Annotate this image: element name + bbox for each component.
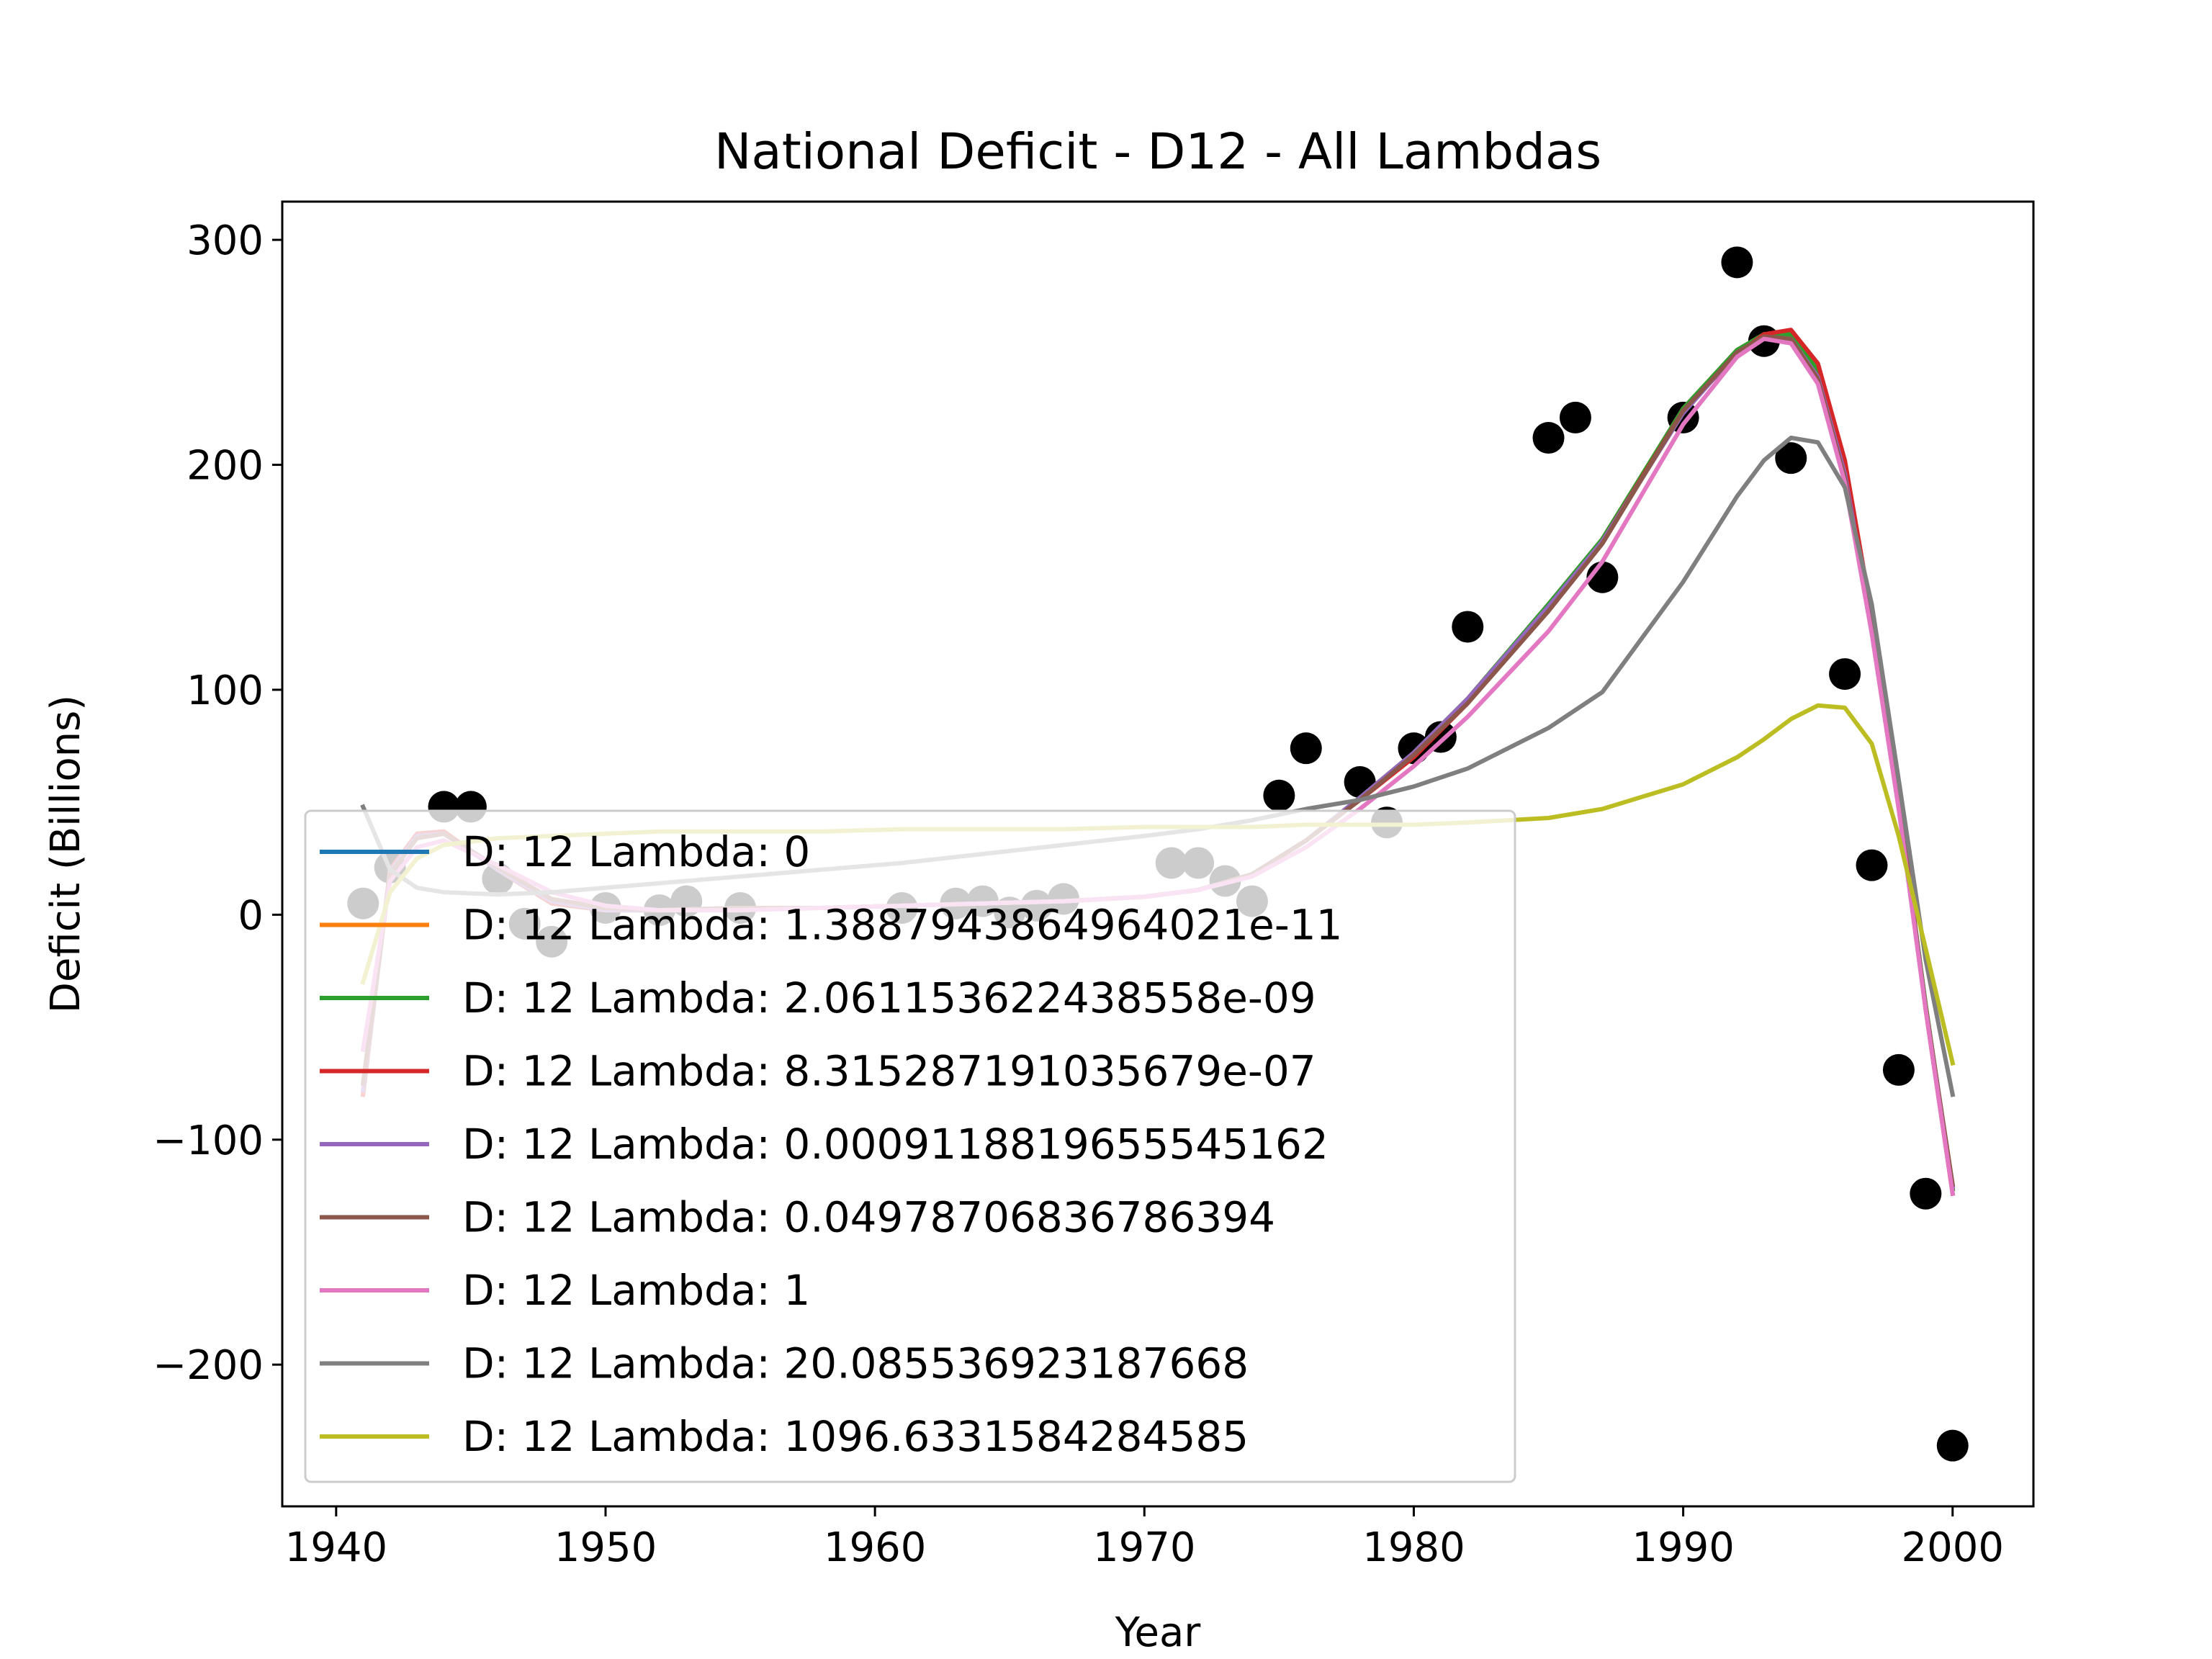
y-tick-label: 300 bbox=[186, 217, 264, 264]
y-axis-label: Deficit (Billions) bbox=[42, 695, 89, 1013]
legend-label: D: 12 Lambda: 20.085536923187668 bbox=[462, 1339, 1249, 1388]
scatter-point bbox=[1424, 721, 1457, 753]
x-tick-label: 1950 bbox=[554, 1524, 657, 1571]
y-axis: 300 200 100 0 −100 −200 bbox=[153, 217, 282, 1389]
legend-label: D: 12 Lambda: 1 bbox=[462, 1266, 810, 1315]
y-tick-label: −100 bbox=[153, 1118, 264, 1164]
x-tick-label: 1990 bbox=[1632, 1524, 1735, 1571]
scatter-point bbox=[1721, 246, 1753, 279]
scatter-point bbox=[1882, 1053, 1915, 1086]
scatter-point bbox=[1936, 1429, 1969, 1462]
x-tick-label: 1980 bbox=[1362, 1524, 1465, 1571]
legend-label: D: 12 Lambda: 8.315287191035679e-07 bbox=[462, 1047, 1316, 1096]
legend-label: D: 12 Lambda: 0.04978706836786394 bbox=[462, 1193, 1275, 1242]
x-axis-label: Year bbox=[1115, 1609, 1202, 1656]
legend-label: D: 12 Lambda: 1096.6331584284585 bbox=[462, 1412, 1249, 1461]
chart-title: National Deficit - D12 - All Lambdas bbox=[714, 123, 1601, 181]
y-tick-label: −200 bbox=[153, 1342, 264, 1389]
y-tick-label: 0 bbox=[238, 892, 264, 939]
y-tick-label: 100 bbox=[186, 667, 264, 714]
scatter-point bbox=[1559, 401, 1591, 433]
scatter-point bbox=[1263, 779, 1295, 811]
legend-label: D: 12 Lambda: 1.3887943864964021e-11 bbox=[462, 901, 1343, 950]
x-tick-label: 1970 bbox=[1093, 1524, 1196, 1571]
legend: D: 12 Lambda: 0 D: 12 Lambda: 1.388794386… bbox=[304, 809, 1516, 1483]
x-tick-label: 1960 bbox=[824, 1524, 927, 1571]
scatter-point bbox=[1452, 611, 1484, 643]
legend-label: D: 12 Lambda: 2.061153622438558e-09 bbox=[462, 974, 1316, 1022]
legend-box bbox=[304, 809, 1516, 1483]
scatter-point bbox=[1910, 1177, 1942, 1210]
legend-label: D: 12 Lambda: 0.0009118819655545162 bbox=[462, 1120, 1328, 1169]
scatter-point bbox=[1532, 422, 1565, 454]
scatter-point bbox=[1290, 732, 1322, 765]
axes-frame bbox=[281, 200, 2035, 1508]
scatter-point bbox=[1829, 658, 1861, 691]
scatter-point bbox=[1856, 849, 1888, 881]
scatter-point bbox=[1775, 442, 1807, 475]
x-axis: 1940 1950 1960 1970 1980 1990 2000 bbox=[285, 1506, 2004, 1571]
y-tick-label: 200 bbox=[186, 443, 264, 490]
x-tick-label: 1940 bbox=[285, 1524, 388, 1571]
x-tick-label: 2000 bbox=[1901, 1524, 2004, 1571]
legend-label: D: 12 Lambda: 0 bbox=[462, 827, 810, 876]
